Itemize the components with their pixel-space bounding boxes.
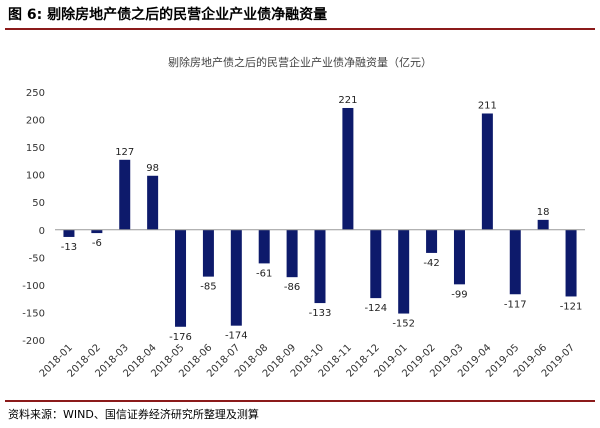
data-label: 221 [338, 95, 357, 106]
bar-2019-05 [509, 229, 521, 295]
data-label: -6 [92, 238, 102, 249]
bar-2018-06 [202, 229, 214, 277]
bar-2018-04 [147, 175, 159, 230]
source-note: 资料来源：WIND、国信证券经济研究所整理及测算 [8, 408, 259, 421]
bars [63, 107, 577, 327]
y-tick-label: 0 [39, 226, 45, 237]
y-tick-label: 50 [32, 198, 45, 209]
bar-2018-09 [286, 229, 298, 278]
bar-2018-07 [230, 229, 242, 326]
data-label: -121 [560, 301, 583, 312]
y-tick-label: 100 [26, 171, 45, 182]
data-label: -176 [169, 332, 192, 343]
bar-2018-01 [63, 229, 75, 237]
data-label: -61 [256, 268, 272, 279]
y-tick-label: -200 [22, 336, 45, 347]
bar-2019-06 [537, 219, 549, 230]
figure-number: 图 6: [8, 7, 43, 23]
bar-chart: 剔除房地产债之后的民营企业产业债净融资量（亿元） -200 -150 -100 -50… [22, 55, 585, 380]
y-tick-label: -100 [22, 281, 45, 292]
data-label: -99 [451, 289, 467, 300]
data-label: -174 [225, 331, 248, 342]
chart-title: 剔除房地产债之后的民营企业产业债净融资量（亿元） [168, 55, 432, 69]
data-labels: -13 -6 127 98 -176 -85 -174 -61 -86 -133 221 -124 -1… [61, 95, 583, 343]
bar-2019-07 [565, 229, 577, 297]
bar-2018-11 [342, 107, 354, 230]
bar-2018-10 [314, 229, 326, 304]
y-tick-label: 150 [26, 143, 45, 154]
figure-title: 图 6: 剔除房地产债之后的民营企业产业债净融资量 [8, 4, 327, 24]
bar-2019-04 [481, 113, 493, 230]
bar-2019-01 [398, 229, 410, 314]
bar-2018-05 [175, 229, 187, 327]
top-rule [5, 28, 595, 30]
data-label: -152 [392, 319, 415, 330]
y-tick-label: -150 [22, 308, 45, 319]
figure-title-text: 剔除房地产债之后的民营企业产业债净融资量 [47, 7, 328, 23]
bar-2019-03 [453, 229, 465, 285]
x-axis: 2018-012018-022018-032018-042018-052018-… [38, 229, 585, 380]
y-axis: -200 -150 -100 -50 0 50 100 150 200 250 [22, 88, 45, 347]
data-label: -13 [61, 242, 77, 253]
bar-2018-02 [91, 229, 103, 234]
y-tick-label: -50 [29, 253, 45, 264]
bar-2019-02 [426, 229, 438, 253]
bar-2018-03 [119, 159, 131, 230]
data-label: -117 [504, 299, 527, 310]
data-label: -86 [284, 282, 300, 293]
bar-2018-12 [370, 229, 382, 299]
y-tick-label: 200 [26, 116, 45, 127]
data-label: 18 [537, 207, 550, 218]
bar-2018-08 [258, 229, 270, 264]
data-label: -133 [309, 308, 332, 319]
data-label: -85 [200, 282, 216, 293]
data-label: 127 [115, 147, 134, 158]
y-tick-label: 250 [26, 88, 45, 99]
data-label: 211 [478, 100, 497, 111]
data-label: -42 [423, 258, 439, 269]
data-label: 98 [146, 163, 159, 174]
data-label: -124 [364, 303, 387, 314]
bottom-rule [5, 400, 595, 402]
